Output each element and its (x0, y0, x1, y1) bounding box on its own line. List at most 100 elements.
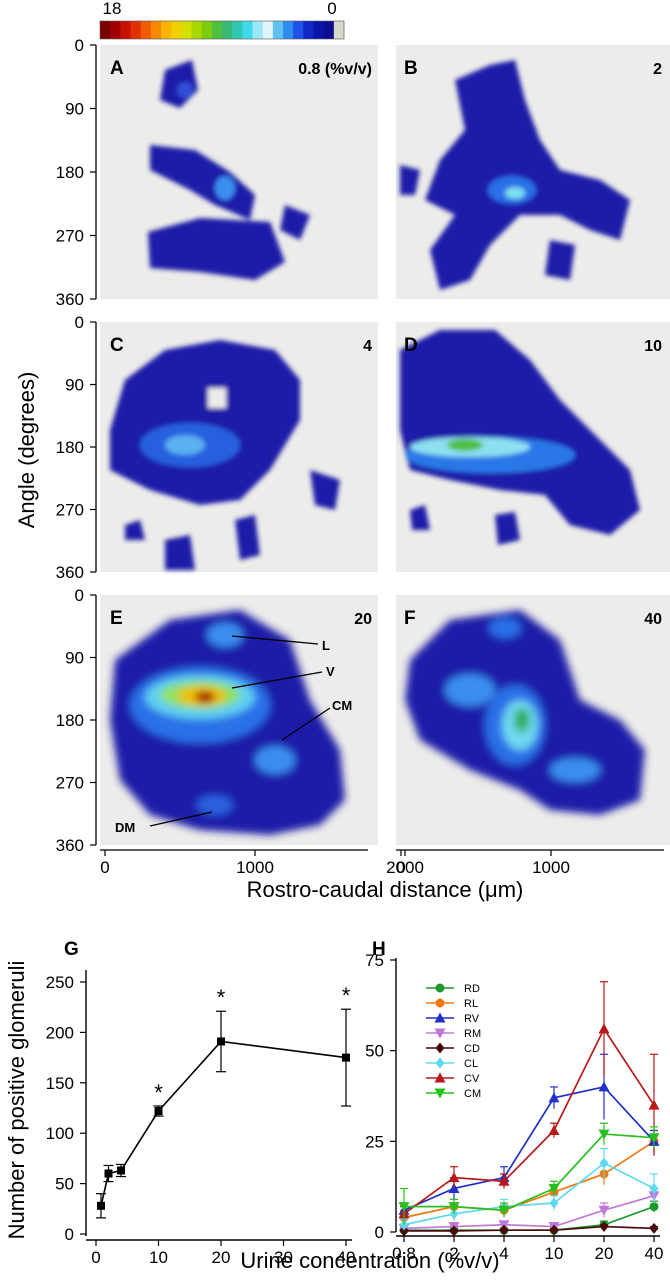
panel-letter-e: E (110, 608, 123, 629)
chart-h-series-line (403, 1194, 655, 1230)
chart-g-y-tick-label: 0 (65, 1225, 74, 1244)
chart-h-x-tick-label: 4 (499, 1244, 508, 1263)
heatmap-panel-c (100, 322, 378, 572)
chart-g-data-point (217, 1037, 225, 1046)
heatmap-y-tick-label: 360 (56, 836, 84, 855)
colorbar-swatch (171, 21, 182, 39)
panel-letter-h: H (372, 939, 386, 960)
colorbar (99, 20, 345, 40)
heatmap-y-tick-label: 270 (56, 774, 84, 793)
chart-h-legend-label: RD (464, 983, 480, 995)
chart-h-data-point (598, 1129, 610, 1140)
chart-g-data-point (342, 1053, 350, 1062)
colorbar-swatch (140, 21, 152, 39)
colorbar-swatch (100, 21, 111, 39)
chart-h-legend-label: RL (464, 998, 478, 1010)
annotation-v: V (326, 664, 335, 679)
chart-g-y-axis-label: Number of positive glomeruli (4, 961, 29, 1240)
colorbar-swatch (303, 21, 314, 39)
chart-h-data-point (598, 1023, 610, 1034)
chart-h-data-point (649, 1222, 659, 1234)
chart-g-x-tick-label: 20 (212, 1248, 231, 1267)
chart-h-legend-marker (435, 1042, 445, 1054)
chart-g-x-tick-label: 40 (337, 1248, 356, 1267)
chart-h-data-point (549, 1224, 559, 1236)
heatmap-x-tick-label: 1000 (236, 858, 274, 877)
chart-h-y-tick-label: 0 (375, 1223, 384, 1242)
colorbar-swatch (211, 21, 223, 39)
chart-h-series-line (403, 1162, 655, 1226)
chart-h-data-point (448, 1202, 460, 1213)
chart-g: 0 50 100 150 200 250 0 10 20 30 40 * * * (46, 970, 356, 1267)
colorbar-swatch (333, 21, 345, 39)
chart-h-series-line (403, 1085, 655, 1212)
chart-h-data-point (648, 1133, 660, 1144)
heatmap-y-tick-label: 270 (56, 227, 84, 246)
chart-h-legend-label: RM (464, 1028, 481, 1040)
chart-h-x-tick-label: 40 (645, 1244, 664, 1263)
chart-h-legend-marker (435, 1057, 445, 1069)
panel-letter-d: D (404, 335, 418, 356)
chart-h-x-tick-label: 0.8 (392, 1244, 416, 1263)
chart-h-data-point (548, 1183, 560, 1194)
chart-h-legend-label: CM (464, 1088, 481, 1100)
colorbar-swatch (283, 21, 294, 39)
chart-g-data-point (117, 1166, 125, 1175)
colorbar-swatch (181, 21, 192, 39)
colorbar-swatch (130, 21, 142, 39)
chart-h-legend-label: CV (464, 1073, 480, 1085)
chart-h-legend-label: CL (464, 1058, 478, 1070)
heatmap-panel-a (100, 45, 378, 299)
chart-g-series-line (100, 1040, 347, 1206)
chart-g-data-point (154, 1107, 163, 1116)
chart-g-y-tick-label: 250 (46, 973, 74, 992)
chart-g-significance-marker: * (154, 1080, 163, 1105)
panel-conc-e: 20 (354, 611, 372, 628)
chart-g-x-tick-label: 30 (274, 1248, 293, 1267)
heatmap-y-tick-label: 90 (65, 376, 84, 395)
chart-h-x-tick-label: 2 (449, 1244, 458, 1263)
panel-conc-d: 10 (644, 338, 662, 355)
colorbar-swatch (232, 21, 243, 39)
chart-h-data-point (649, 1182, 659, 1194)
heatmap-y-tick-label: 180 (56, 163, 84, 182)
chart-g-y-tick-label: 50 (55, 1175, 74, 1194)
activity-blob (148, 60, 310, 280)
panel-letter-b: B (404, 58, 418, 79)
heatmap-y-tick-label: 0 (75, 36, 84, 55)
heatmap-x-tick-label: 2000 (386, 858, 424, 877)
colorbar-max-label: 18 (103, 0, 122, 18)
chart-h-data-point (448, 1172, 460, 1183)
colorbar-swatch (191, 21, 203, 39)
chart-h-series-line (403, 1027, 655, 1215)
annotation-l: L (322, 638, 330, 653)
urine-concentration-x-axis-label: Urine concentration (%v/v) (240, 1248, 499, 1273)
chart-g-x-tick-label: 0 (91, 1248, 100, 1267)
panel-letter-a: A (110, 58, 124, 79)
chart-h-legend-marker (434, 1088, 446, 1099)
colorbar-swatch (293, 21, 304, 39)
activity-blob (110, 610, 345, 835)
heatmap-y-tick-label: 90 (65, 100, 84, 119)
chart-g-significance-marker: * (217, 985, 226, 1010)
heatmap-y-tick-label: 90 (65, 649, 84, 668)
heatmap-y-tick-label: 0 (75, 313, 84, 332)
chart-h-y-tick-label: 50 (365, 1042, 384, 1061)
colorbar-swatch (120, 21, 131, 39)
chart-h-data-point (648, 1099, 660, 1110)
colorbar-swatch (242, 21, 253, 39)
heatmap-x-tick-label: 0 (100, 858, 109, 877)
chart-h-x-tick-label: 10 (545, 1244, 564, 1263)
chart-h-data-point (548, 1124, 560, 1135)
colorbar-swatch (222, 21, 233, 39)
colorbar-swatch (150, 21, 162, 39)
chart-h-data-point (598, 1205, 610, 1216)
colorbar-swatch (110, 21, 121, 39)
chart-h-data-point (399, 1225, 409, 1237)
chart-h-data-point (599, 1157, 609, 1169)
colorbar-swatch (313, 21, 325, 39)
chart-h-legend-marker (435, 998, 445, 1008)
panel-letter-c: C (110, 335, 124, 356)
colorbar-swatch (272, 21, 284, 39)
